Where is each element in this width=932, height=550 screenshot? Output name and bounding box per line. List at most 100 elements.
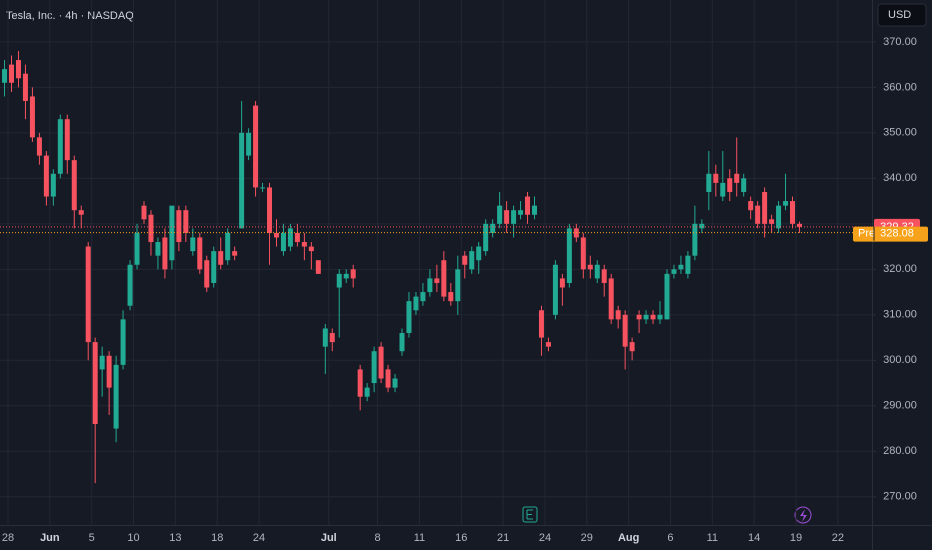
- candle-body: [378, 346, 384, 379]
- candle-body: [469, 251, 475, 270]
- candle-body: [531, 205, 537, 215]
- candle-body: [615, 310, 621, 320]
- earnings-icon[interactable]: [522, 506, 538, 523]
- candle-body: [748, 201, 754, 211]
- candle-body: [664, 273, 670, 320]
- x-tick-label: 5: [89, 532, 95, 544]
- candle-body: [29, 96, 35, 138]
- candle-body: [22, 73, 28, 101]
- candle-body: [636, 314, 642, 320]
- candle-body: [64, 119, 70, 161]
- candle-body: [176, 210, 182, 243]
- x-tick-label: 6: [667, 532, 673, 544]
- candle-body: [253, 105, 259, 188]
- candle-body: [622, 314, 628, 347]
- candle-body: [15, 60, 21, 79]
- candle-body: [580, 237, 586, 270]
- candle-body: [462, 255, 468, 265]
- candle-body: [197, 237, 203, 270]
- x-tick-label: 28: [2, 532, 14, 544]
- x-tick-label: 11: [707, 532, 718, 544]
- x-tick-label: 19: [790, 532, 802, 544]
- candle-body: [85, 246, 91, 343]
- premarket-label: 328.08: [880, 227, 914, 239]
- y-tick-label: 340.00: [883, 172, 917, 184]
- candle-body: [371, 351, 377, 384]
- candle-body: [9, 64, 15, 83]
- event-icon[interactable]: [794, 506, 812, 524]
- candle-body: [629, 342, 635, 352]
- x-tick-label: 8: [375, 532, 381, 544]
- candle-body: [336, 273, 342, 288]
- currency-label[interactable]: USD: [888, 9, 911, 21]
- candle-body: [420, 292, 426, 302]
- x-tick-label: 21: [497, 532, 509, 544]
- y-tick-label: 270.00: [883, 491, 917, 503]
- x-tick-label: 29: [581, 532, 593, 544]
- symbol-title: Tesla, Inc. · 4h · NASDAQ: [6, 10, 134, 22]
- y-tick-label: 350.00: [883, 127, 917, 139]
- grid: [0, 0, 872, 525]
- candle-body: [225, 232, 231, 261]
- candle-body: [301, 242, 307, 247]
- candle-body: [232, 251, 238, 256]
- candle-body: [720, 182, 726, 197]
- candle-body: [441, 260, 447, 297]
- candle-body: [706, 173, 712, 192]
- candle-body: [190, 237, 196, 252]
- candle-body: [783, 201, 789, 206]
- candle-body: [741, 178, 747, 192]
- y-tick-label: 300.00: [883, 354, 917, 366]
- candle-body: [357, 369, 363, 397]
- y-tick-label: 360.00: [883, 81, 917, 93]
- x-tick-label: 18: [211, 532, 223, 544]
- candle-body: [476, 246, 482, 261]
- candle-body: [329, 333, 335, 343]
- x-tick-label: Jul: [321, 532, 337, 544]
- candle-body: [497, 205, 503, 224]
- candles: [2, 50, 802, 484]
- candle-body: [650, 314, 656, 320]
- candle-body: [399, 333, 405, 352]
- candle-body: [315, 260, 321, 274]
- candle-body: [692, 223, 698, 256]
- candle-body: [155, 242, 161, 256]
- candle-body: [267, 187, 273, 233]
- candle-body: [769, 219, 775, 224]
- candle-body: [294, 232, 300, 243]
- candle-body: [120, 319, 126, 365]
- candle-body: [413, 296, 419, 311]
- candle-body: [239, 132, 245, 229]
- candle-body: [434, 278, 440, 283]
- candle-body: [2, 69, 8, 83]
- candle-body: [608, 278, 614, 320]
- candle-body: [755, 205, 761, 224]
- y-tick-label: 310.00: [883, 309, 917, 321]
- candle-body: [343, 273, 349, 279]
- candle-body: [504, 210, 510, 224]
- candle-body: [657, 314, 663, 320]
- candle-body: [364, 387, 370, 397]
- candle-body: [796, 223, 802, 227]
- candle-body: [43, 155, 49, 197]
- candle-body: [106, 355, 112, 388]
- candle-body: [322, 328, 328, 347]
- candle-body: [448, 292, 454, 302]
- x-tick-label: 22: [832, 532, 844, 544]
- candle-body: [518, 210, 524, 215]
- y-tick-label: 280.00: [883, 445, 917, 457]
- candle-body: [287, 228, 293, 247]
- candle-body: [643, 314, 649, 320]
- candle-body: [385, 369, 391, 388]
- currency-button[interactable]: [877, 3, 927, 27]
- premarket-tag: [853, 226, 928, 242]
- x-tick-label: 24: [253, 532, 265, 544]
- candle-body: [427, 278, 433, 293]
- candle-body: [552, 264, 558, 315]
- candle-body: [406, 301, 412, 334]
- candle-body: [99, 355, 105, 370]
- x-tick-label: Aug: [618, 532, 639, 544]
